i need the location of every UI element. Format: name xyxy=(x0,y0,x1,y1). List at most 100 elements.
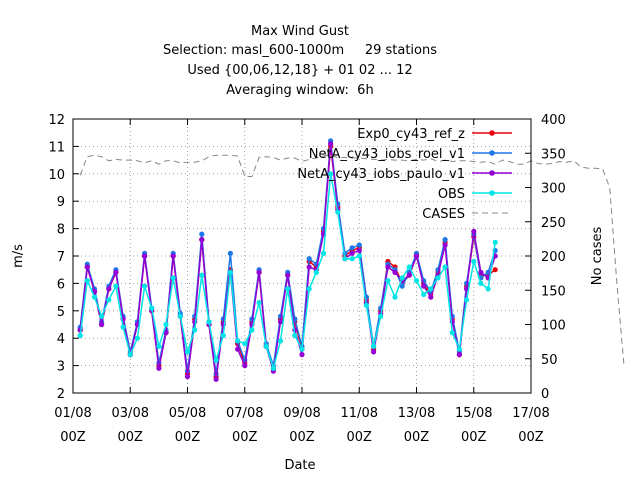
data-point xyxy=(471,228,477,234)
data-point xyxy=(492,267,498,273)
x-tick-label-time: 00Z xyxy=(404,430,430,445)
data-point xyxy=(106,286,112,292)
legend-label: CASES xyxy=(422,207,465,222)
data-point xyxy=(435,275,441,281)
data-point xyxy=(449,330,455,336)
data-point xyxy=(263,343,269,349)
data-point xyxy=(492,239,498,245)
data-point xyxy=(385,278,391,284)
y-tick-label: 4 xyxy=(57,332,65,347)
data-point xyxy=(413,253,420,259)
title-line-4: Averaging window: 6h xyxy=(226,83,373,98)
data-point xyxy=(413,278,420,284)
x-tick-label-date: 11/08 xyxy=(341,406,378,421)
data-point xyxy=(485,286,491,292)
data-point xyxy=(335,209,341,215)
x-tick-label-time: 00Z xyxy=(461,430,487,445)
data-point xyxy=(170,275,176,281)
data-point xyxy=(306,286,312,292)
data-point xyxy=(149,305,155,311)
data-point xyxy=(127,352,133,358)
y2-tick-label: 100 xyxy=(541,319,566,334)
data-point xyxy=(242,341,248,347)
y2-axis-ticks: 0 50 100 150 200 250 300 350 400 xyxy=(525,113,566,402)
data-point xyxy=(406,272,412,278)
legend-swatch-marker xyxy=(489,130,495,136)
data-point xyxy=(184,374,191,380)
data-point xyxy=(406,264,412,270)
data-point xyxy=(349,256,355,262)
data-point xyxy=(385,264,391,270)
y-tick-label: 6 xyxy=(57,277,65,292)
data-point xyxy=(328,171,334,177)
data-point xyxy=(371,343,377,349)
series-OBS xyxy=(77,171,498,371)
y2-tick-label: 250 xyxy=(541,216,566,231)
x-tick-label-date: 17/08 xyxy=(512,406,549,421)
data-point xyxy=(299,346,305,352)
plot-frame xyxy=(72,118,532,394)
legend-label: NetA_cy43_iobs_paulo_v1 xyxy=(297,167,465,182)
data-point xyxy=(363,302,369,308)
data-point xyxy=(421,291,427,297)
data-point xyxy=(428,294,434,300)
x-tick-label-date: 01/08 xyxy=(54,406,91,421)
data-point xyxy=(77,332,83,339)
plot-series xyxy=(77,138,625,382)
data-point xyxy=(285,272,291,278)
data-point xyxy=(134,335,140,341)
y-tick-label: 10 xyxy=(48,168,65,183)
data-point xyxy=(249,327,255,333)
data-point xyxy=(106,297,112,303)
y-tick-label: 9 xyxy=(57,195,65,210)
x-axis-ticks: 01/08 00Z 03/08 00Z 05/08 00Z 07/08 00Z 09/08 00Z… xyxy=(54,119,550,445)
x-tick-label-time: 00Z xyxy=(347,430,373,445)
data-point xyxy=(199,272,205,278)
data-point xyxy=(113,283,119,289)
data-point xyxy=(184,349,191,355)
data-point xyxy=(99,321,105,328)
x-tick-label-time: 00Z xyxy=(175,430,201,445)
data-point xyxy=(399,283,405,289)
y2-tick-label: 400 xyxy=(541,113,566,128)
y2-tick-label: 150 xyxy=(541,284,566,299)
data-point xyxy=(213,357,219,363)
data-point xyxy=(120,324,126,330)
data-point xyxy=(213,376,219,382)
title-line-1: Max Wind Gust xyxy=(251,24,349,39)
data-point xyxy=(478,280,484,286)
data-point xyxy=(392,269,398,275)
y2-tick-label: 300 xyxy=(541,182,566,197)
data-point xyxy=(227,250,233,256)
chart-title: Max Wind Gust Selection: masl_600-1000m … xyxy=(163,24,437,98)
x-tick-label-time: 00Z xyxy=(289,430,315,445)
y-tick-label: 12 xyxy=(48,113,65,128)
y2-tick-label: 350 xyxy=(541,147,566,162)
data-point xyxy=(235,338,241,344)
data-point xyxy=(285,286,291,292)
data-point xyxy=(328,141,334,147)
x-tick-label-time: 00Z xyxy=(118,430,144,445)
data-point xyxy=(220,332,226,339)
data-point xyxy=(313,269,319,275)
data-point xyxy=(84,264,90,270)
data-point xyxy=(356,242,362,248)
data-point xyxy=(428,286,434,292)
data-point xyxy=(235,346,241,352)
y-tick-label: 11 xyxy=(48,140,65,155)
legend-swatch-marker xyxy=(489,150,495,156)
data-point xyxy=(464,297,470,303)
data-point xyxy=(306,256,312,262)
data-point xyxy=(277,338,284,344)
data-point xyxy=(270,365,276,371)
data-point xyxy=(378,313,384,319)
x-axis-label: Date xyxy=(284,458,315,473)
x-tick-label-date: 13/08 xyxy=(398,406,435,421)
data-point xyxy=(256,269,262,275)
x-tick-label-time: 00Z xyxy=(518,430,544,445)
data-point xyxy=(113,269,119,275)
data-point xyxy=(163,321,169,328)
x-tick-label-date: 07/08 xyxy=(226,406,263,421)
data-point xyxy=(91,294,98,300)
